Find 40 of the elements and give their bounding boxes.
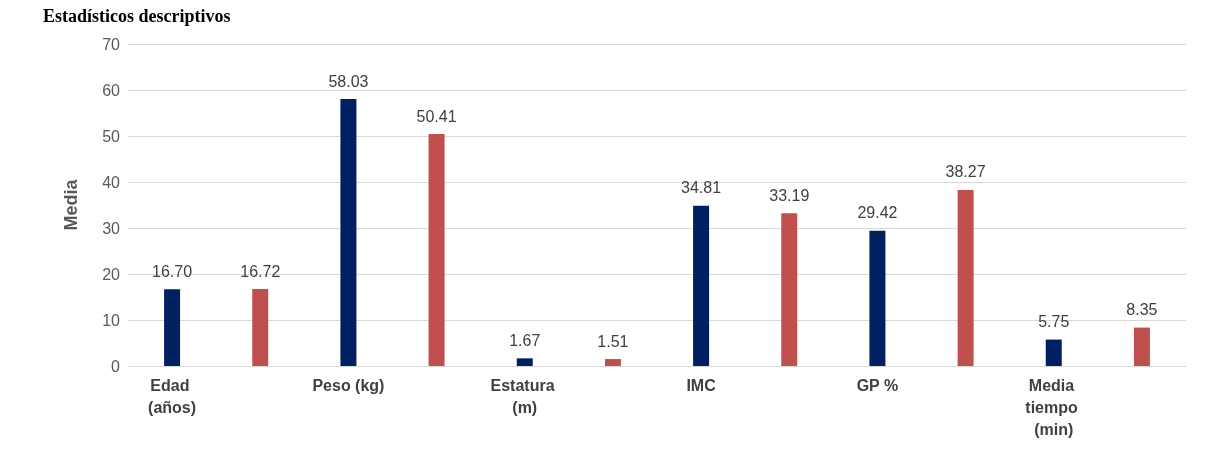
y-tick-label: 60 (102, 81, 121, 99)
y-tick-label: 30 (102, 219, 121, 237)
chart-title: Estadísticos descriptivos (43, 6, 231, 26)
data-label: 34.81 (681, 179, 722, 197)
x-tick-label: Media tiempo (min) (1025, 376, 1083, 438)
bar (1045, 339, 1062, 366)
x-tick-label: Peso (kg) (312, 376, 385, 394)
x-tick-label: Edad (años) (148, 376, 197, 416)
bar (1133, 327, 1150, 366)
bar (869, 230, 886, 366)
data-label: 50.41 (416, 107, 457, 125)
data-label: 38.27 (945, 163, 986, 181)
data-label: 8.35 (1126, 301, 1158, 319)
data-label: 1.51 (597, 332, 629, 350)
bar (340, 99, 357, 366)
y-tick-label: 0 (111, 357, 121, 375)
data-label: 1.67 (509, 331, 541, 349)
bar (516, 358, 533, 366)
bar (604, 359, 621, 366)
bar (164, 289, 181, 366)
bar (252, 289, 269, 366)
bar (957, 189, 974, 366)
bar (693, 205, 710, 366)
x-tick-label: GP % (856, 376, 899, 394)
bar (781, 213, 798, 366)
data-label: 5.75 (1038, 313, 1070, 331)
data-label: 33.19 (769, 186, 810, 204)
x-tick-label: IMC (686, 376, 717, 394)
data-label: 16.72 (240, 262, 281, 280)
y-tick-label: 20 (102, 265, 121, 283)
data-label: 16.70 (152, 262, 193, 280)
data-label: 58.03 (328, 72, 369, 90)
y-axis-title: Media (61, 178, 81, 231)
bar (428, 134, 445, 366)
y-tick-label: 10 (102, 311, 121, 329)
y-tick-label: 70 (102, 35, 121, 53)
x-tick-label: Estatura (m) (490, 376, 559, 416)
data-label: 29.42 (857, 204, 898, 222)
y-tick-label: 50 (102, 127, 121, 145)
y-tick-label: 40 (102, 173, 121, 191)
